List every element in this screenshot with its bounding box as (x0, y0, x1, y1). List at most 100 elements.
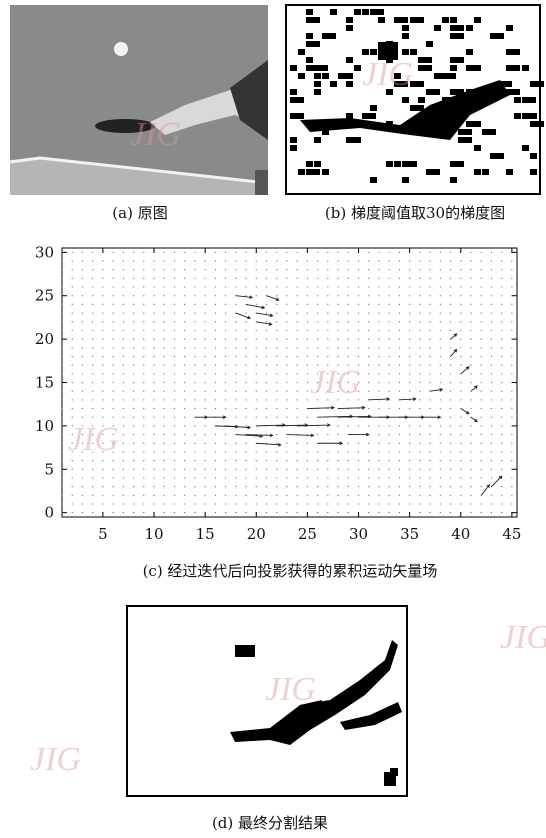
grid-dot (470, 399, 472, 401)
grid-dot (276, 364, 278, 366)
grid-dot (490, 390, 493, 392)
grid-dot (102, 373, 104, 375)
grid-dot (501, 442, 503, 444)
grid-dot (102, 477, 104, 479)
grid-dot (122, 486, 124, 488)
grid-dot (163, 459, 165, 462)
grid-dot (132, 459, 135, 462)
grid-dot (439, 295, 441, 297)
grid-dot (92, 260, 94, 262)
grid-dot (419, 286, 421, 288)
grid-dot (388, 425, 390, 427)
grid-dot (92, 251, 94, 253)
grid-dot (143, 433, 145, 436)
grid-dot (306, 494, 308, 496)
grid-dot (112, 269, 114, 271)
grid-dot (81, 373, 84, 375)
grid-dot (92, 364, 94, 366)
grid-dot (112, 486, 114, 488)
grid-dot (501, 347, 503, 349)
grid-dot (92, 338, 94, 340)
grid-dot (327, 269, 329, 271)
grid-dot (409, 477, 411, 479)
grid-dot (61, 303, 63, 306)
grid-dot (388, 503, 390, 505)
grid-dot (409, 260, 411, 262)
grid-dot (153, 321, 155, 323)
grid-dot (419, 355, 421, 358)
grid-dot (398, 433, 401, 436)
grid-dot (71, 390, 73, 392)
grid-dot (194, 381, 196, 384)
grid-dot (511, 486, 513, 488)
grid-dot (337, 433, 339, 436)
grid-dot (214, 459, 216, 462)
grid-dot (235, 355, 237, 358)
grid-dot (327, 321, 329, 323)
grid-dot (194, 321, 196, 323)
grid-dot (460, 451, 462, 453)
gradient-block (394, 81, 408, 87)
grid-dot (265, 260, 268, 262)
grid-dot (368, 503, 370, 505)
grid-dot (409, 390, 411, 392)
grid-dot (71, 503, 73, 505)
grid-dot (224, 269, 227, 271)
grid-dot (255, 260, 257, 262)
grid-dot (102, 486, 104, 488)
grid-dot (501, 503, 503, 505)
grid-dot (429, 477, 431, 479)
grid-dot (368, 381, 370, 384)
grid-dot (255, 477, 257, 479)
grid-dot (163, 251, 165, 253)
grid-dot (245, 512, 247, 514)
grid-dot (501, 321, 503, 323)
grid-dot (265, 303, 268, 306)
grid-dot (449, 407, 452, 410)
grid-dot (419, 459, 421, 462)
grid-dot (163, 260, 165, 262)
grid-dot (378, 260, 380, 262)
grid-dot (92, 459, 94, 462)
grid-dot (92, 433, 94, 436)
grid-dot (501, 373, 503, 375)
grid-dot (511, 269, 513, 271)
grid-dot (102, 399, 104, 401)
grid-dot (204, 338, 206, 340)
grid-dot (306, 286, 308, 288)
vector (286, 433, 315, 438)
grid-dot (184, 477, 186, 479)
gradient-block (466, 25, 473, 31)
grid-dot (71, 399, 73, 401)
gradient-block (362, 49, 369, 55)
grid-dot (245, 381, 247, 384)
grid-dot (194, 512, 196, 514)
gradient-block (338, 73, 352, 79)
grid-dot (357, 503, 360, 505)
gradient-block (306, 57, 313, 63)
grid-dot (81, 390, 84, 392)
grid-dot (511, 373, 513, 375)
grid-dot (337, 486, 339, 488)
grid-dot (61, 277, 63, 279)
grid-dot (490, 433, 493, 436)
grid-dot (409, 355, 411, 358)
grid-dot (255, 338, 257, 340)
gradient-block (474, 17, 481, 23)
grid-dot (347, 468, 349, 470)
grid-dot (71, 494, 73, 496)
watermark: JIG (68, 421, 119, 458)
grid-dot (368, 286, 370, 288)
grid-dot (184, 355, 186, 358)
grid-dot (286, 486, 288, 488)
grid-dot (265, 503, 268, 505)
grid-dot (132, 321, 135, 323)
grid-dot (204, 269, 206, 271)
grid-dot (306, 260, 308, 262)
grid-dot (439, 477, 441, 479)
grid-dot (409, 494, 411, 496)
vector (266, 295, 280, 301)
grid-dot (327, 503, 329, 505)
grid-dot (449, 277, 452, 279)
grid-dot (143, 442, 145, 444)
